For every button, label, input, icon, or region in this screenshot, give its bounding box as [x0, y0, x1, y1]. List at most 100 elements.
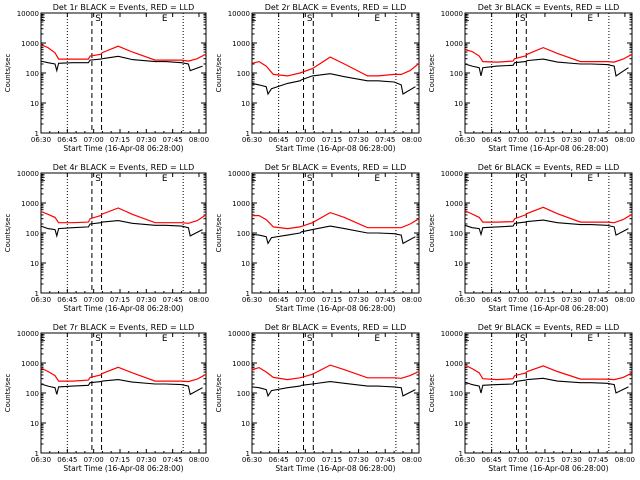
x-tick-label: 06:30 [242, 456, 262, 464]
events-series-line [40, 55, 203, 73]
y-tick-label: 1 [246, 290, 250, 298]
event-marker-label: E [162, 334, 168, 344]
x-tick-label: 07:45 [163, 456, 183, 464]
event-marker-label: S [520, 174, 526, 184]
panel-title: Det 6r BLACK = Events, RED = LLD [478, 163, 620, 172]
event-marker-label: E [587, 174, 593, 184]
y-tick-label: 1000 [21, 40, 39, 48]
y-tick-label: 1000 [445, 40, 463, 48]
y-tick-label: 10 [30, 260, 39, 268]
x-tick-label: 07:45 [163, 136, 183, 144]
x-axis-label: Start Time (16-Apr-08 06:28:00) [275, 464, 395, 473]
y-tick-label: 100 [237, 390, 250, 398]
y-tick-label: 10000 [228, 10, 250, 18]
event-marker-label: E [374, 334, 380, 344]
y-tick-label: 1 [35, 290, 39, 298]
y-axis-label: Counts/sec [4, 214, 12, 253]
lld-series-line [40, 207, 207, 224]
panel-title: Det 8r BLACK = Events, RED = LLD [265, 323, 407, 332]
x-tick-label: 07:45 [375, 296, 395, 304]
event-marker-label: E [464, 334, 470, 344]
plot-frame [251, 12, 420, 134]
x-tick-label: 07:45 [588, 136, 608, 144]
y-axis-label: Counts/sec [215, 54, 223, 93]
lld-series-line [251, 364, 420, 381]
lld-series-line [251, 56, 420, 77]
event-marker-label: S [307, 334, 313, 344]
event-marker-label: S [95, 14, 101, 24]
detector-panel: Det 4r BLACK = Events, RED = LLD 1 10 100 10… [4, 163, 209, 313]
event-marker-label: E [162, 14, 168, 24]
y-tick-label: 100 [26, 390, 39, 398]
y-tick-label: 100 [237, 230, 250, 238]
x-tick-label: 07:15 [322, 456, 342, 464]
x-tick-label: 08:00 [402, 456, 422, 464]
plot-frame [464, 172, 633, 294]
x-tick-label: 07:30 [349, 296, 369, 304]
detector-panel: Det 1r BLACK = Events, RED = LLD 1 10 100 10… [4, 3, 209, 153]
panel-title: Det 9r BLACK = Events, RED = LLD [478, 323, 620, 332]
events-series-line [40, 379, 203, 396]
panel-title: Det 1r BLACK = Events, RED = LLD [53, 3, 195, 12]
x-tick-label: 08:00 [615, 456, 635, 464]
y-tick-label: 1 [459, 130, 463, 138]
y-tick-label: 1000 [21, 360, 39, 368]
y-tick-label: 10000 [17, 330, 39, 338]
detector-panel: Det 3r BLACK = Events, RED = LLD 1 10 100 10… [428, 3, 635, 153]
x-axis-label: Start Time (16-Apr-08 06:28:00) [63, 304, 183, 313]
event-marker-label: E [40, 14, 46, 24]
plot-frame [464, 12, 633, 134]
y-tick-label: 100 [450, 70, 463, 78]
y-axis-label: Counts/sec [4, 54, 12, 93]
y-tick-label: 10000 [441, 10, 463, 18]
event-marker-label: E [464, 14, 470, 24]
x-axis-label: Start Time (16-Apr-08 06:28:00) [63, 464, 183, 473]
y-tick-label: 1 [459, 290, 463, 298]
events-series-line [251, 73, 416, 96]
lld-series-line [464, 206, 633, 224]
y-tick-label: 100 [237, 70, 250, 78]
x-tick-label: 07:00 [84, 296, 104, 304]
x-tick-label: 07:45 [375, 456, 395, 464]
x-tick-label: 06:30 [242, 296, 262, 304]
y-tick-label: 10000 [17, 170, 39, 178]
events-series-line [464, 377, 629, 394]
event-marker-label: E [251, 334, 257, 344]
x-tick-label: 07:30 [349, 136, 369, 144]
event-marker-label: E [587, 14, 593, 24]
x-tick-label: 07:15 [110, 456, 130, 464]
y-axis-label: Counts/sec [428, 214, 436, 253]
y-tick-label: 10 [30, 100, 39, 108]
y-tick-label: 100 [26, 230, 39, 238]
event-marker-label: E [587, 334, 593, 344]
x-tick-label: 07:30 [562, 136, 582, 144]
x-tick-label: 07:00 [508, 456, 528, 464]
event-marker-label: E [251, 14, 257, 24]
event-marker-label: E [374, 174, 380, 184]
plot-frame [40, 172, 207, 294]
event-marker-label: E [374, 14, 380, 24]
x-tick-label: 07:00 [295, 296, 315, 304]
x-tick-label: 06:45 [482, 296, 502, 304]
x-tick-label: 07:30 [562, 296, 582, 304]
lld-series-line [40, 366, 207, 383]
x-tick-label: 06:30 [31, 296, 51, 304]
x-tick-label: 07:15 [110, 296, 130, 304]
x-tick-label: 08:00 [615, 296, 635, 304]
y-tick-label: 10 [454, 260, 463, 268]
y-tick-label: 10000 [17, 10, 39, 18]
detector-panel: Det 2r BLACK = Events, RED = LLD 1 10 100 10… [215, 3, 422, 153]
y-tick-label: 10000 [441, 170, 463, 178]
y-tick-label: 10 [241, 100, 250, 108]
x-tick-label: 08:00 [189, 456, 209, 464]
x-tick-label: 07:45 [375, 136, 395, 144]
plot-frame [251, 332, 420, 454]
lld-series-line [464, 364, 633, 381]
y-axis-label: Counts/sec [215, 374, 223, 413]
x-tick-label: 06:45 [482, 136, 502, 144]
y-tick-label: 10 [241, 420, 250, 428]
x-tick-label: 07:15 [535, 136, 555, 144]
x-tick-label: 07:00 [508, 136, 528, 144]
x-axis-label: Start Time (16-Apr-08 06:28:00) [488, 304, 608, 313]
y-tick-label: 10000 [441, 330, 463, 338]
